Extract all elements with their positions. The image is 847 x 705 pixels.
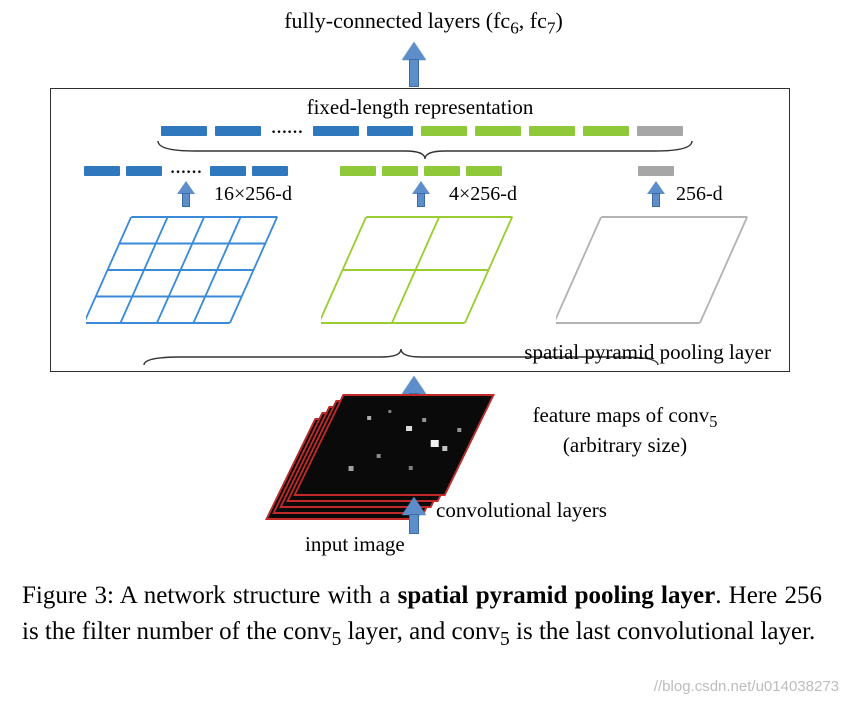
vector-segment xyxy=(252,166,288,176)
vector-segment xyxy=(421,126,467,136)
pyramid-group: …… 16×256-d xyxy=(71,165,301,355)
fc-text-1: fully-connected layers (fc xyxy=(284,8,510,33)
pyramid-group: 4×256-d xyxy=(306,165,536,355)
vector-segment xyxy=(466,166,502,176)
vector-segment xyxy=(529,126,575,136)
watermark-text: //blog.csdn.net/u014038273 xyxy=(654,678,839,695)
conv-layers-label: convolutional layers xyxy=(436,498,607,523)
vector-segment xyxy=(424,166,460,176)
feature-map-highlight xyxy=(388,410,391,413)
fc-label: fully-connected layers (fc6, fc7) xyxy=(0,8,847,38)
feature-map-highlight xyxy=(431,440,439,447)
group-arrow-row: 256-d xyxy=(541,181,771,207)
feature-map-stack xyxy=(290,394,485,514)
vector-segment xyxy=(475,126,521,136)
group-vector-row: …… xyxy=(84,165,288,177)
arrow-stem xyxy=(409,514,419,534)
caption-pre: Figure 3: A network structure with a xyxy=(22,582,398,609)
arrow-stem xyxy=(409,59,419,87)
ellipsis: …… xyxy=(269,124,305,134)
dim-label: 16×256-d xyxy=(214,183,292,206)
feature-map-highlight xyxy=(406,426,412,431)
vector-segment xyxy=(638,166,674,176)
feature-map-highlight xyxy=(367,416,371,420)
feature-map-highlight xyxy=(377,454,381,458)
vector-segment xyxy=(382,166,418,176)
fc-text-2: , fc xyxy=(519,8,547,33)
arrow-head xyxy=(402,376,426,394)
arrow-head xyxy=(402,42,426,60)
vector-segment xyxy=(583,126,629,136)
group-arrow-row: 4×256-d xyxy=(306,181,536,207)
pooling-grid xyxy=(321,215,521,325)
feature-map-highlight xyxy=(457,428,461,432)
spp-diagram: fully-connected layers (fc6, fc7) fixed-… xyxy=(0,0,847,560)
feature-map-highlight xyxy=(422,418,426,422)
pyramid-group: 256-d xyxy=(541,165,771,355)
caption-sub1: 5 xyxy=(332,629,342,650)
pooling-grid xyxy=(556,215,756,325)
vector-segment xyxy=(210,166,246,176)
caption-bold: spatial pyramid pooling layer xyxy=(398,582,716,609)
caption-mid2: layer, and conv xyxy=(341,618,500,645)
dim-label: 4×256-d xyxy=(449,183,517,206)
feature-map-highlight xyxy=(409,466,413,470)
feature-map-highlight xyxy=(349,466,354,471)
input-image-label: input image xyxy=(305,532,405,557)
feature-map-label: feature maps of conv5 (arbitrary size) xyxy=(510,402,740,460)
vector-segment xyxy=(637,126,683,136)
brace-top xyxy=(155,139,695,161)
spp-layer-label: spatial pyramid pooling layer xyxy=(524,340,771,365)
feature-map-highlight xyxy=(442,446,447,451)
group-vector-row xyxy=(340,165,502,177)
spp-box: fixed-length representation …… …… 16×256-… xyxy=(50,88,790,372)
vector-segment xyxy=(340,166,376,176)
fmap-text-2: (arbitrary size) xyxy=(563,433,687,457)
vector-segment xyxy=(84,166,120,176)
dim-label: 256-d xyxy=(676,183,723,206)
vector-segment xyxy=(161,126,207,136)
fixed-length-label: fixed-length representation xyxy=(51,95,789,120)
feature-map-layer xyxy=(293,394,495,496)
fc-sub-1: 6 xyxy=(510,18,519,37)
group-arrow-row: 16×256-d xyxy=(71,181,301,207)
arrow-head xyxy=(402,497,426,515)
fc-text-3: ) xyxy=(555,8,562,33)
concat-vector-row: …… xyxy=(161,125,691,137)
pyramid-groups: …… 16×256-d 4×256-d 256-d xyxy=(71,165,771,355)
vector-segment xyxy=(126,166,162,176)
caption-sub2: 5 xyxy=(500,629,510,650)
fmap-text-1: feature maps of conv xyxy=(533,403,710,427)
caption-end: is the last convolutional layer. xyxy=(510,618,816,645)
group-vector-row xyxy=(638,165,674,177)
ellipsis: …… xyxy=(168,164,204,174)
vector-segment xyxy=(367,126,413,136)
vector-segment xyxy=(215,126,261,136)
fmap-sub: 5 xyxy=(709,412,717,431)
figure-caption: Figure 3: A network structure with a spa… xyxy=(22,578,822,655)
pooling-grid xyxy=(86,215,286,325)
vector-segment xyxy=(313,126,359,136)
